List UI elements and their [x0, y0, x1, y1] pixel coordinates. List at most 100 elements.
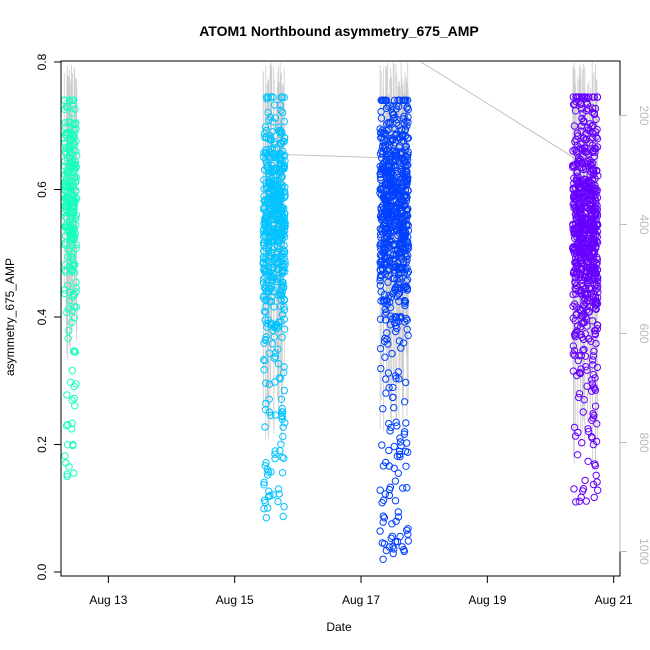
- data-point: [587, 191, 596, 199]
- data-point: [63, 470, 71, 478]
- data-point: [593, 143, 602, 151]
- data-point: [585, 178, 593, 186]
- data-point: [571, 210, 580, 218]
- data-point: [382, 155, 390, 164]
- data-point: [577, 140, 585, 149]
- data-point: [265, 395, 273, 403]
- data-point: [395, 337, 404, 345]
- data-point: [579, 312, 587, 321]
- data-point: [278, 310, 287, 319]
- data-point: [594, 172, 602, 180]
- data-point: [390, 404, 398, 412]
- data-point: [590, 493, 598, 502]
- data-point: [280, 454, 288, 462]
- data-point: [276, 375, 285, 383]
- data-point: [581, 476, 589, 485]
- data-point: [65, 326, 73, 335]
- data-point: [391, 497, 400, 505]
- data-point: [377, 364, 385, 373]
- data-point: [570, 174, 578, 182]
- data-point: [263, 319, 271, 328]
- data-point: [71, 173, 79, 182]
- data-point: [403, 484, 411, 492]
- data-point: [592, 115, 600, 124]
- data-point: [387, 534, 395, 542]
- data-point: [390, 96, 399, 105]
- data-point: [274, 497, 282, 506]
- data-point: [66, 378, 75, 386]
- data-point: [379, 496, 388, 504]
- secondary-tick-label: 600: [637, 323, 650, 343]
- data-point: [382, 389, 390, 397]
- data-point: [63, 391, 71, 399]
- data-point: [377, 261, 385, 269]
- data-point: [583, 274, 592, 283]
- data-point: [68, 96, 77, 105]
- data-point: [569, 244, 577, 253]
- data-point: [271, 447, 279, 455]
- data-point: [401, 265, 410, 274]
- data-point: [380, 337, 389, 346]
- data-point: [397, 235, 405, 243]
- data-point: [573, 141, 581, 150]
- data-point: [577, 493, 585, 501]
- data-point: [590, 152, 599, 161]
- data-point: [582, 497, 590, 505]
- data-point: [392, 148, 401, 157]
- data-point: [396, 452, 404, 461]
- data-point: [72, 278, 80, 286]
- data-point: [379, 142, 387, 150]
- data-point: [386, 321, 395, 329]
- data-point: [389, 190, 397, 198]
- data-point: [382, 458, 390, 467]
- data-point: [388, 520, 396, 528]
- data-point: [379, 555, 387, 563]
- data-point: [280, 117, 288, 126]
- data-point: [390, 545, 398, 553]
- data-point: [571, 100, 579, 109]
- chart-title: ATOM1 Northbound asymmetry_675_AMP: [199, 23, 479, 39]
- data-point: [380, 259, 388, 268]
- data-point: [261, 423, 269, 431]
- data-point: [394, 469, 402, 477]
- data-point: [273, 210, 282, 218]
- data-point: [580, 396, 588, 404]
- data-point: [592, 301, 600, 309]
- data-point: [260, 197, 268, 205]
- x-tick-label: Aug 17: [342, 593, 380, 607]
- plot-frame: [60, 60, 621, 577]
- data-point: [403, 264, 411, 272]
- data-point: [376, 266, 385, 275]
- data-point: [589, 480, 598, 489]
- data-point: [272, 184, 281, 193]
- data-point: [376, 230, 385, 239]
- data-point: [276, 195, 284, 204]
- data-point: [402, 210, 411, 219]
- data-point: [281, 268, 289, 276]
- x-tick-label: Aug 19: [468, 593, 506, 607]
- data-point: [579, 152, 587, 160]
- data-point: [592, 216, 600, 224]
- data-point: [378, 184, 386, 193]
- data-point: [569, 269, 578, 278]
- data-point: [387, 137, 395, 146]
- data-point: [61, 268, 70, 276]
- data-point: [385, 236, 394, 244]
- data-point: [391, 314, 400, 322]
- data-point: [68, 250, 76, 258]
- data-point: [589, 207, 597, 215]
- data-point: [390, 319, 399, 327]
- data-point: [68, 163, 76, 171]
- data-point: [70, 201, 79, 210]
- data-point: [70, 125, 78, 134]
- data-point: [385, 298, 394, 306]
- data-point: [267, 319, 275, 327]
- data-point: [61, 232, 70, 240]
- data-point: [591, 305, 600, 313]
- data-point: [280, 369, 288, 377]
- data-point: [578, 439, 586, 447]
- data-point: [381, 353, 389, 361]
- data-point: [260, 239, 268, 247]
- data-point: [389, 212, 397, 220]
- data-point: [377, 233, 385, 241]
